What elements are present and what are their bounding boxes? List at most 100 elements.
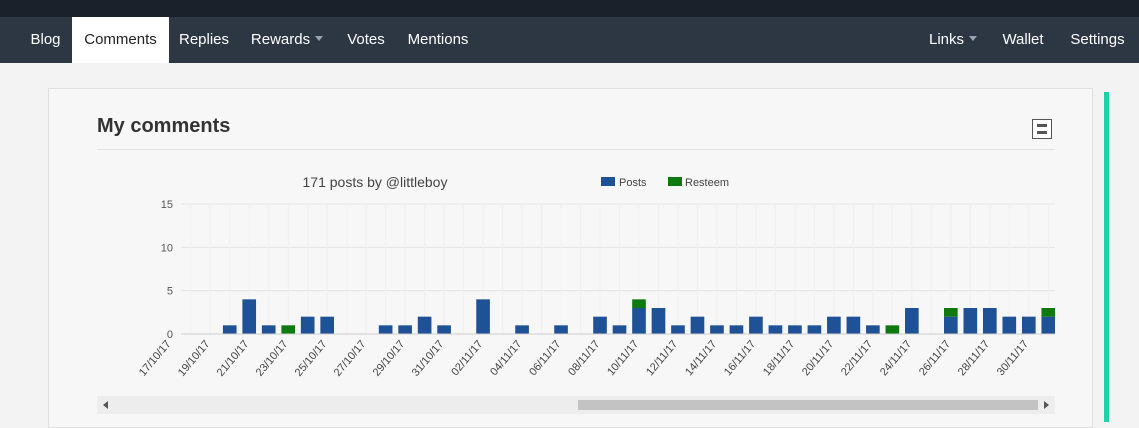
bar-posts[interactable]: [729, 325, 744, 334]
y-tick-label: 10: [161, 242, 173, 254]
x-tick-label: 24/11/17: [878, 338, 914, 378]
scroll-right-arrow-icon[interactable]: [1044, 401, 1049, 409]
nav-votes-label: Votes: [347, 31, 385, 48]
x-tick-label: 31/10/17: [410, 338, 447, 379]
legend-swatch-resteem: [668, 177, 682, 186]
nav-mentions[interactable]: Mentions: [397, 17, 479, 63]
nav-wallet-label: Wallet: [1002, 31, 1044, 48]
scroll-accent-bar: [1104, 92, 1109, 422]
comments-panel: My comments 0 5 10 15 17/10/17 19/10/17 21/10/…: [48, 88, 1093, 428]
bar-posts[interactable]: [749, 316, 763, 334]
nav-settings[interactable]: Settings: [1056, 17, 1139, 63]
nav-rewards[interactable]: Rewards: [239, 17, 335, 63]
bar-resteem[interactable]: [1041, 308, 1055, 317]
bar-posts[interactable]: [1021, 316, 1036, 334]
bar-posts[interactable]: [261, 325, 276, 334]
x-tick-label: 30/11/17: [995, 338, 1031, 378]
caret-down-icon: [315, 36, 324, 41]
x-tick-label: 26/11/17: [917, 338, 953, 378]
legend-swatch-posts: [601, 177, 615, 186]
scroll-left-arrow-icon[interactable]: [103, 401, 108, 409]
bar-posts[interactable]: [671, 325, 685, 334]
menu-bar: [1037, 131, 1047, 134]
bar-posts[interactable]: [437, 325, 451, 334]
nav-votes[interactable]: Votes: [335, 17, 397, 63]
x-tick-label: 10/11/17: [605, 338, 641, 378]
x-tick-label: 29/10/17: [371, 338, 408, 379]
nav-wallet[interactable]: Wallet: [990, 17, 1056, 63]
nav-mentions-label: Mentions: [407, 31, 469, 48]
bar-posts[interactable]: [982, 308, 997, 334]
bar-posts[interactable]: [963, 308, 978, 334]
bar-posts[interactable]: [768, 325, 783, 334]
bar-posts[interactable]: [1041, 316, 1055, 334]
bar-resteem[interactable]: [281, 325, 296, 334]
x-tick-label: 12/11/17: [644, 338, 680, 378]
chart-axes: 0 5 10 15 17/10/17 19/10/17 21/10/17 23/10/17 25…: [137, 199, 1055, 379]
top-strip: [0, 0, 1139, 17]
title-divider: [97, 149, 1055, 150]
bar-posts[interactable]: [846, 316, 861, 334]
bar-posts[interactable]: [515, 325, 529, 334]
bar-posts[interactable]: [476, 299, 490, 334]
x-tick-label: 22/11/17: [839, 338, 875, 378]
bar-resteem[interactable]: [944, 308, 958, 317]
chart-bars: [222, 299, 1055, 334]
bar-resteem[interactable]: [632, 299, 646, 308]
chart-title: 171 posts by @littleboy: [303, 174, 448, 190]
hamburger-menu-icon[interactable]: [1032, 119, 1052, 139]
x-tick-label: 27/10/17: [332, 338, 369, 379]
bar-posts[interactable]: [554, 325, 568, 334]
bar-posts[interactable]: [710, 325, 724, 334]
bar-posts[interactable]: [632, 308, 646, 334]
legend-label-posts[interactable]: Posts: [619, 177, 647, 189]
bar-posts[interactable]: [827, 316, 841, 334]
nav-replies-label: Replies: [178, 31, 230, 48]
nav-links[interactable]: Links: [916, 17, 990, 63]
bar-posts[interactable]: [300, 316, 315, 334]
bar-posts[interactable]: [807, 325, 822, 334]
bar-posts[interactable]: [222, 325, 237, 334]
x-tick-label: 04/11/17: [488, 338, 524, 378]
nav-replies[interactable]: Replies: [169, 17, 239, 63]
x-tick-label: 23/10/17: [254, 338, 291, 379]
bar-posts[interactable]: [242, 299, 257, 334]
x-tick-label: 28/11/17: [956, 338, 992, 378]
nav-blog[interactable]: Blog: [19, 17, 72, 63]
bar-posts[interactable]: [320, 316, 334, 334]
x-tick-label: 19/10/17: [176, 338, 213, 379]
bar-posts[interactable]: [593, 316, 607, 334]
x-tick-label: 02/11/17: [449, 338, 485, 378]
bar-posts[interactable]: [398, 325, 412, 334]
x-tick-label: 08/11/17: [566, 338, 602, 378]
bar-posts[interactable]: [378, 325, 393, 334]
bar-posts[interactable]: [1002, 316, 1017, 334]
y-tick-label: 15: [161, 199, 173, 211]
legend-label-resteem[interactable]: Resteem: [685, 177, 729, 189]
x-tick-label: 06/11/17: [527, 338, 563, 378]
y-tick-label: 5: [167, 286, 173, 298]
bar-posts[interactable]: [905, 308, 919, 334]
bar-posts[interactable]: [866, 325, 880, 334]
scroll-thumb[interactable]: [578, 400, 1038, 410]
x-tick-label: 18/11/17: [761, 338, 797, 378]
bar-posts[interactable]: [788, 325, 802, 334]
bar-posts[interactable]: [651, 308, 666, 334]
y-tick-label: 0: [167, 329, 173, 341]
bar-posts[interactable]: [690, 316, 705, 334]
nav-rewards-label: Rewards: [250, 31, 311, 48]
bar-posts[interactable]: [417, 316, 432, 334]
nav-comments[interactable]: Comments: [72, 17, 169, 63]
bar-posts[interactable]: [612, 325, 627, 334]
x-tick-label: 03/12/17: [1053, 338, 1055, 379]
panel-title: My comments: [97, 115, 231, 137]
chart-grid: [181, 203, 1055, 335]
chart-horizontal-scrollbar[interactable]: [97, 396, 1055, 414]
bar-resteem[interactable]: [885, 325, 900, 334]
x-tick-label: 14/11/17: [683, 338, 719, 378]
x-tick-label: 16/11/17: [722, 338, 758, 378]
nav-bar: Blog Comments Replies Rewards Votes Ment…: [0, 17, 1139, 63]
nav-settings-label: Settings: [1070, 31, 1125, 48]
bar-posts[interactable]: [944, 316, 958, 334]
comments-chart: 0 5 10 15 17/10/17 19/10/17 21/10/17 23/10/17 25…: [137, 174, 1055, 379]
